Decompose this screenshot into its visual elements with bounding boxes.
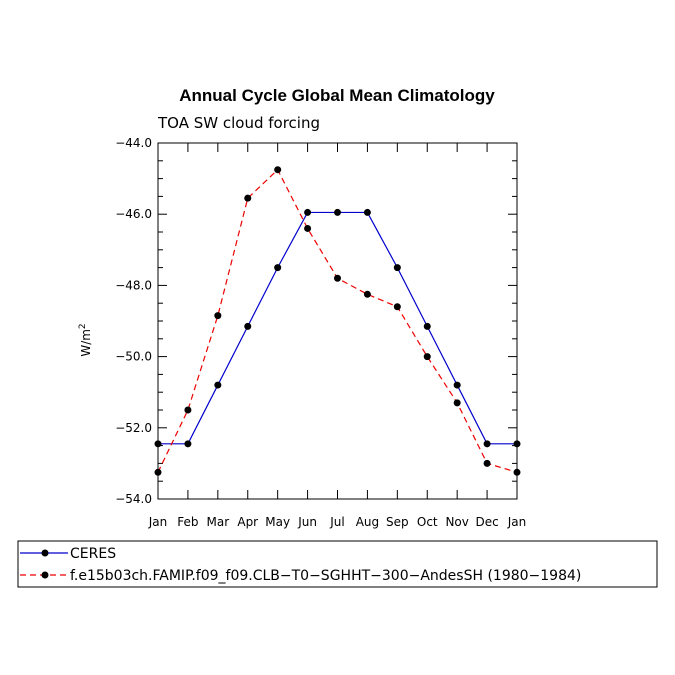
x-tick-label: Oct: [417, 515, 438, 529]
y-tick-label: −48.0: [115, 278, 152, 292]
data-point: [363, 208, 371, 216]
data-point: [393, 303, 401, 311]
legend-box: [17, 540, 658, 588]
y-axis-label: W/m2: [78, 323, 93, 356]
x-axis: Jan Feb Mar Apr May Jun Jul Aug Sep Oct Nov Dec Jan: [148, 143, 527, 529]
series-ceres-line: [158, 211, 517, 445]
x-tick-label: Jun: [297, 515, 317, 529]
data-point: [513, 468, 521, 476]
chart-subtitle: TOA SW cloud forcing: [157, 114, 320, 132]
legend-item-model: f.e15b03ch.FAMIP.f09_f09.CLB−T0−SGHHT−30…: [20, 568, 581, 584]
y-tick-label: −44.0: [115, 136, 152, 150]
data-point: [244, 194, 252, 202]
x-tick-label: Dec: [475, 515, 498, 529]
x-tick-label: Nov: [445, 515, 468, 529]
data-point: [393, 264, 401, 272]
data-point: [214, 381, 222, 389]
data-point: [154, 468, 162, 476]
x-tick-label: Feb: [177, 515, 198, 529]
plot-frame: [157, 142, 518, 500]
legend-swatch-marker: [41, 549, 49, 557]
y-tick-label: −52.0: [115, 421, 152, 435]
x-tick-label: May: [265, 515, 290, 529]
data-point: [244, 322, 252, 330]
data-point: [334, 274, 341, 282]
data-point: [513, 440, 521, 448]
plot-border: [157, 142, 518, 500]
data-point: [304, 224, 312, 232]
legend-swatch-marker: [41, 571, 49, 579]
data-point: [483, 459, 491, 467]
data-point: [453, 399, 461, 407]
y-axis: −54.0 −52.0 −50.0 −48.0 −46.0 −44.0: [115, 136, 517, 506]
x-tick-label: Mar: [207, 515, 230, 529]
x-tick-label: Sep: [386, 515, 409, 529]
legend: CERES f.e15b03ch.FAMIP.f09_f09.CLB−T0−SG…: [17, 540, 658, 588]
data-point: [184, 440, 192, 448]
data-point: [274, 264, 282, 272]
y-tick-label: −54.0: [115, 492, 152, 506]
data-point: [334, 208, 341, 216]
y-axis-label-main: W/m: [79, 329, 93, 357]
y-axis-label-superscript: 2: [78, 323, 88, 329]
data-point: [214, 312, 222, 320]
data-point: [274, 166, 282, 174]
data-point: [453, 381, 461, 389]
legend-label: f.e15b03ch.FAMIP.f09_f09.CLB−T0−SGHHT−30…: [70, 568, 581, 584]
data-point: [423, 353, 431, 361]
y-tick-label: −46.0: [115, 207, 152, 221]
x-tick-label: Jan: [148, 515, 168, 529]
data-point: [483, 440, 491, 448]
chart-title: Annual Cycle Global Mean Climatology: [179, 86, 495, 105]
x-tick-label: Aug: [356, 515, 379, 529]
data-point: [363, 290, 371, 298]
data-point: [304, 208, 312, 216]
data-point: [154, 440, 162, 448]
series-layer: [154, 166, 521, 476]
legend-label: CERES: [70, 546, 116, 562]
x-tick-label: Jul: [329, 515, 344, 529]
legend-item-ceres: CERES: [20, 546, 116, 562]
data-point: [423, 322, 431, 330]
x-tick-label: Apr: [237, 515, 258, 529]
data-point: [184, 406, 192, 414]
y-tick-label: −50.0: [115, 350, 152, 364]
x-tick-label: Jan: [507, 515, 527, 529]
